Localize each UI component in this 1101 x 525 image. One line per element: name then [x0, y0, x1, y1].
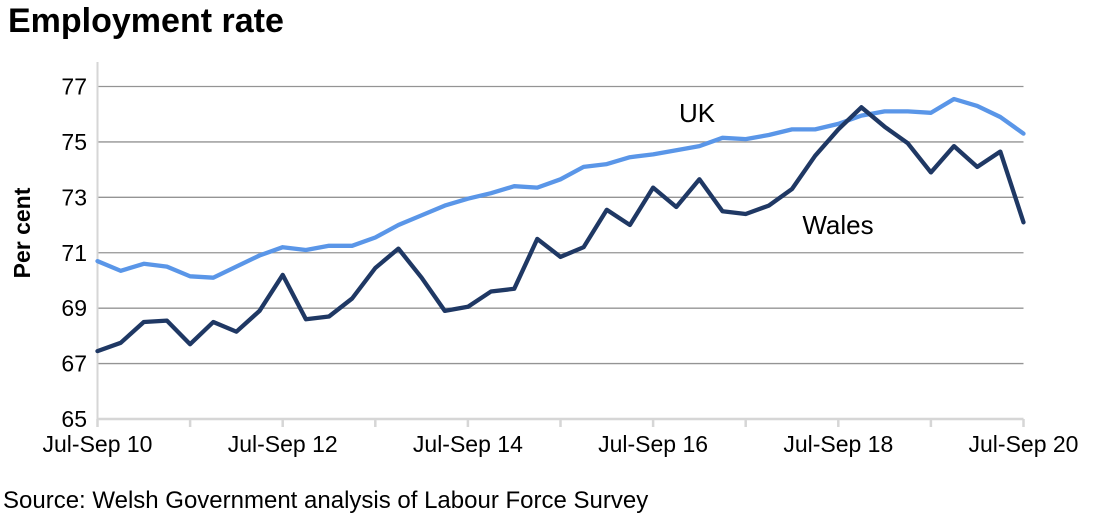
chart-title: Employment rate	[8, 2, 284, 40]
y-tick-label: 73	[61, 184, 87, 210]
gridlines-group	[97, 85, 1024, 365]
x-tick-label: Jul-Sep 10	[43, 431, 153, 457]
y-tick-label: 75	[61, 129, 87, 155]
y-tick-labels-group: 65 67 69 71 73 75 77	[61, 74, 87, 433]
x-tick-label: Jul-Sep 16	[598, 431, 708, 457]
y-tick-label: 69	[61, 295, 87, 321]
x-tick-label: Jul-Sep 12	[228, 431, 338, 457]
series-labels-group: UK Wales	[679, 98, 874, 240]
x-tick-label: Jul-Sep 18	[783, 431, 893, 457]
x-tick-label: Jul-Sep 20	[969, 431, 1079, 457]
x-tick-label: Jul-Sep 14	[413, 431, 523, 457]
series-lines-group	[95, 96, 1026, 354]
y-tick-label: 67	[61, 351, 87, 377]
series-label-wales: Wales	[802, 210, 873, 240]
y-tick-label: 65	[61, 406, 87, 432]
y-tick-label: 77	[61, 74, 87, 100]
axes-group	[96, 62, 1025, 427]
series-line-wales	[95, 105, 1026, 354]
x-tick-labels-group: Jul-Sep 10 Jul-Sep 12 Jul-Sep 14 Jul-Sep 16…	[43, 431, 1079, 457]
source-note: Source: Welsh Government analysis of Lab…	[3, 487, 649, 514]
y-tick-label: 71	[61, 240, 87, 266]
y-axis-title: Per cent	[9, 187, 35, 278]
series-label-uk: UK	[679, 98, 716, 128]
